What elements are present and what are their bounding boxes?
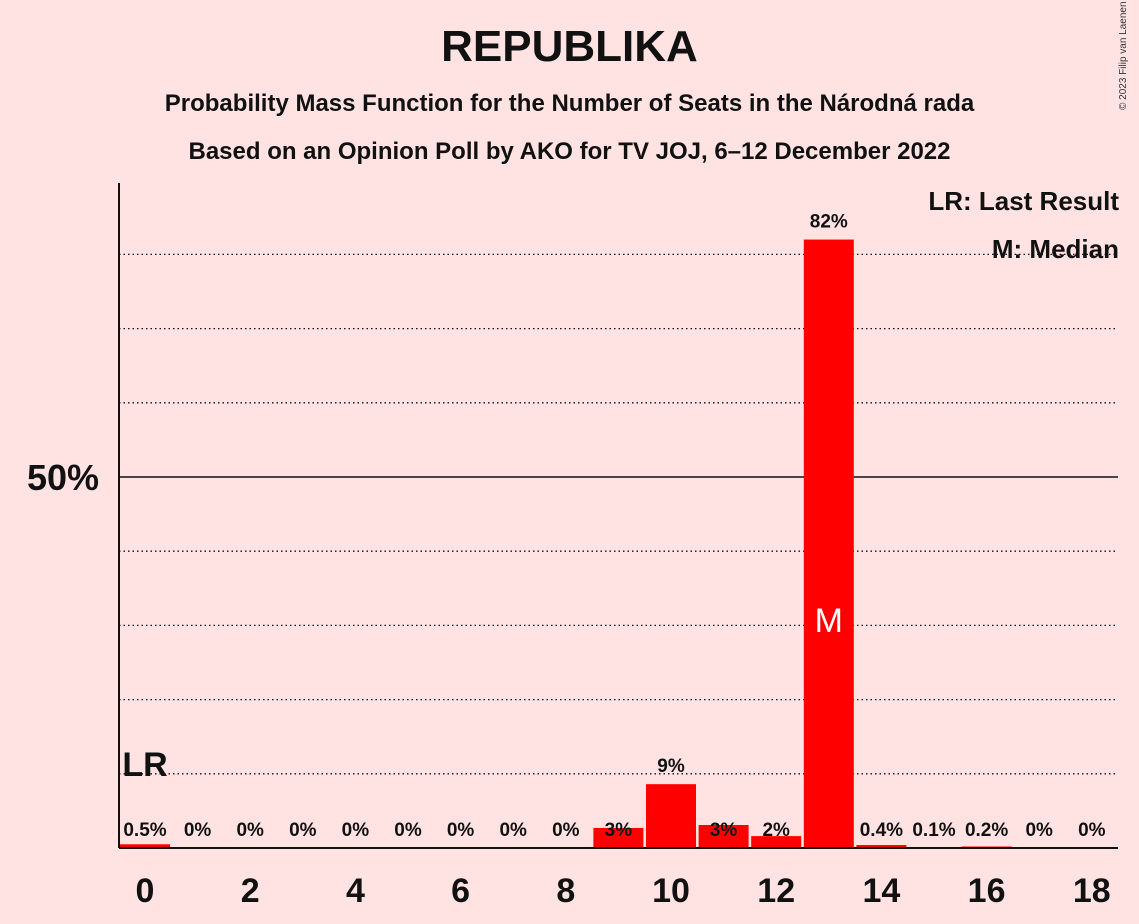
data-label: 9% [657,756,685,777]
chart-title: REPUBLIKA [441,22,698,71]
bar [120,844,170,848]
x-tick-label: 0 [136,872,155,910]
data-label: 0% [499,820,527,841]
x-tick-label: 8 [556,872,575,910]
data-label: 0% [289,820,317,841]
legend-median: M: Median [991,234,1119,264]
data-label: 3% [710,820,738,841]
data-label: 0% [1078,820,1106,841]
data-label: 0% [342,820,370,841]
x-tick-label: 10 [652,872,690,910]
bar [751,836,802,848]
data-label: 0% [447,820,475,841]
x-tick-label: 14 [862,872,900,910]
x-tick-label: 6 [451,872,470,910]
x-tick-label: 18 [1073,872,1111,910]
x-tick-label: 4 [346,872,365,910]
median-marker: M [815,602,843,640]
chart-subtitle-1: Probability Mass Function for the Number… [164,90,975,117]
bar [646,784,696,848]
data-label: 0.2% [965,820,1008,841]
data-label: 0% [1025,820,1053,841]
data-label: 0.1% [912,820,955,841]
data-label: 0.4% [860,820,903,841]
data-label: 0% [394,820,422,841]
x-tick-label: 12 [757,872,795,910]
data-label: 0% [236,820,264,841]
data-label: 2% [762,820,790,841]
x-tick-label: 2 [241,872,260,910]
data-label: 0.5% [123,820,166,841]
x-tick-label: 16 [968,872,1006,910]
legend-last-result: LR: Last Result [928,186,1119,216]
bar [593,827,644,848]
data-label: 82% [810,212,848,233]
data-label: 0% [552,820,580,841]
bar [803,239,854,848]
data-label: 3% [605,820,633,841]
y-tick-label: 50% [27,457,99,498]
data-label: 0% [184,820,212,841]
bar [856,845,907,848]
bar [698,824,749,848]
chart-subtitle-2: Based on an Opinion Poll by AKO for TV J… [188,138,951,165]
last-result-marker: LR [122,746,167,784]
